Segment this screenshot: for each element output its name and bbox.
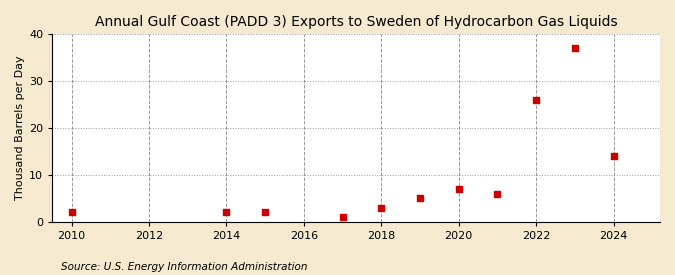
Point <box>221 210 232 214</box>
Title: Annual Gulf Coast (PADD 3) Exports to Sweden of Hydrocarbon Gas Liquids: Annual Gulf Coast (PADD 3) Exports to Sw… <box>95 15 618 29</box>
Point <box>338 215 348 219</box>
Point <box>454 187 464 191</box>
Point <box>414 196 425 200</box>
Point <box>376 205 387 210</box>
Point <box>531 98 541 102</box>
Point <box>260 210 271 214</box>
Point <box>608 154 619 158</box>
Point <box>492 191 503 196</box>
Point <box>570 46 580 51</box>
Y-axis label: Thousand Barrels per Day: Thousand Barrels per Day <box>15 56 25 200</box>
Text: Source: U.S. Energy Information Administration: Source: U.S. Energy Information Administ… <box>61 262 307 272</box>
Point <box>66 210 77 214</box>
